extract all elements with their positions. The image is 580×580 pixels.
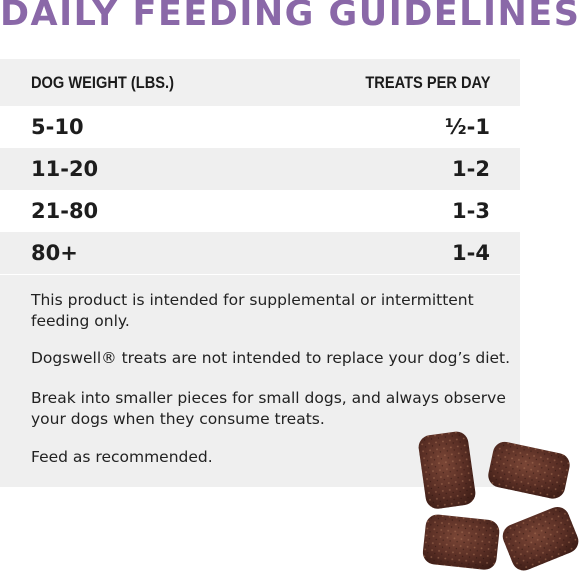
treat-piece-4	[502, 506, 579, 571]
table-row: 21-80 1-3	[0, 190, 520, 232]
page-title: DAILY FEEDING GUIDELINES	[0, 0, 580, 34]
table-header-row: DOG WEIGHT (LBS.) TREATS PER DAY	[0, 59, 520, 106]
weight-cell: 5-10	[31, 115, 84, 139]
weight-cell: 11-20	[31, 157, 99, 181]
weight-cell: 21-80	[31, 199, 99, 223]
treats-cell: 1-4	[452, 241, 490, 265]
note-small-dogs: Break into smaller pieces for small dogs…	[31, 389, 506, 428]
table-row: 5-10 ½-1	[0, 106, 520, 148]
note-supplemental: This product is intended for supplementa…	[31, 291, 474, 330]
treat-piece-3	[422, 514, 500, 570]
treats-cell: 1-3	[452, 199, 490, 223]
weight-cell: 80+	[31, 241, 78, 265]
treat-piece-1	[418, 431, 476, 509]
treats-cell: 1-2	[452, 157, 490, 181]
feeding-table: DOG WEIGHT (LBS.) TREATS PER DAY 5-10 ½-…	[0, 59, 520, 274]
treats-cell: ½-1	[444, 115, 490, 139]
treat-pieces-image	[418, 431, 579, 571]
note-not-replacement: Dogswell® treats are not intended to rep…	[31, 349, 511, 367]
table-row: 80+ 1-4	[0, 232, 520, 274]
column-header-treats: TREATS PER DAY	[364, 72, 490, 92]
feeding-notes: This product is intended for supplementa…	[0, 275, 520, 487]
column-header-weight: DOG WEIGHT (LBS.)	[31, 72, 174, 92]
treat-piece-2	[488, 441, 570, 499]
table-row: 11-20 1-2	[0, 148, 520, 190]
note-feed-as-recommended: Feed as recommended.	[31, 448, 213, 466]
